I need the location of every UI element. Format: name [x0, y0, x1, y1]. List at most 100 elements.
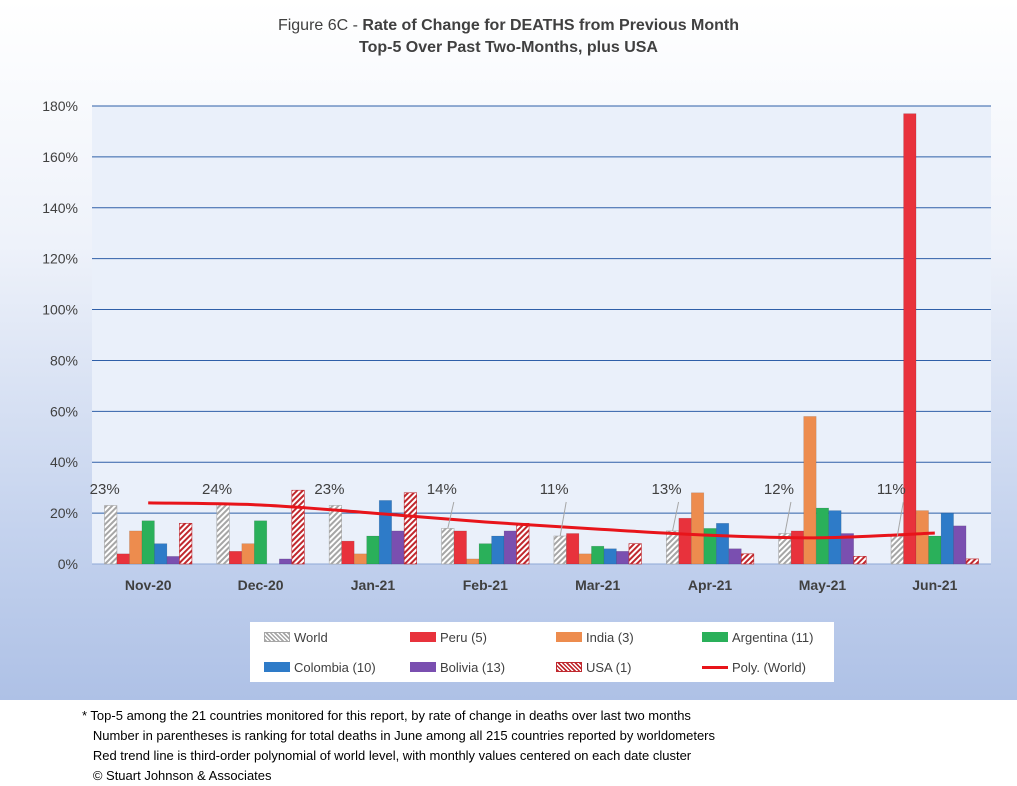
- y-tick-label: 60%: [50, 403, 78, 419]
- data-label-leader: [784, 501, 792, 534]
- legend-item: Poly. (World): [702, 658, 806, 676]
- legend-swatch: [264, 632, 290, 642]
- y-tick-label: 0%: [58, 556, 78, 572]
- data-label-leader: [447, 501, 455, 529]
- bar-usa: [965, 558, 979, 565]
- bar-bolivia: [166, 556, 180, 565]
- bar-colombia: [491, 535, 505, 565]
- data-label: 13%: [652, 481, 682, 498]
- bar-india: [691, 492, 705, 565]
- bar-colombia: [716, 522, 730, 565]
- bar-peru: [790, 530, 804, 565]
- legend-swatch: [264, 662, 290, 672]
- y-tick-label: 20%: [50, 505, 78, 521]
- bar-usa: [179, 522, 193, 565]
- data-label: 23%: [90, 481, 120, 498]
- legend-item: Colombia (10): [264, 658, 376, 676]
- bar-usa: [516, 522, 530, 565]
- legend-label: Poly. (World): [732, 659, 806, 675]
- bar-usa: [741, 553, 755, 565]
- bar-world: [666, 530, 680, 565]
- bar-colombia: [378, 500, 392, 565]
- bar-argentina: [928, 535, 942, 565]
- footnote-line: * Top-5 among the 21 countries monitored…: [82, 708, 691, 723]
- legend-label: India (3): [586, 629, 634, 645]
- bar-world: [553, 535, 567, 565]
- x-tick-label: Jun-21: [912, 577, 957, 593]
- x-tick-label: Dec-20: [238, 577, 284, 593]
- bar-world: [890, 535, 904, 565]
- data-label: 14%: [427, 481, 457, 498]
- data-label: 24%: [202, 481, 232, 498]
- bar-argentina: [815, 507, 829, 565]
- x-tick-label: Nov-20: [125, 577, 172, 593]
- bar-colombia: [940, 512, 954, 565]
- bar-india: [915, 510, 929, 565]
- legend-item: USA (1): [556, 658, 632, 676]
- bar-world: [441, 528, 455, 565]
- legend-label: World: [294, 629, 328, 645]
- legend-item: Bolivia (13): [410, 658, 505, 676]
- bar-bolivia: [953, 525, 967, 565]
- bar-argentina: [141, 520, 155, 565]
- title-subtitle: Top-5 Over Past Two-Months, plus USA: [359, 39, 658, 56]
- bar-chart: 0% 20% 40% 60% 80% 100% 120% 140% 160% 180% Nov-20…: [42, 98, 991, 593]
- plot-area: [92, 106, 991, 564]
- data-label: 11%: [540, 481, 569, 498]
- bar-bolivia: [616, 550, 630, 565]
- legend-item: Argentina (11): [702, 628, 813, 646]
- bar-bolivia: [728, 548, 742, 565]
- legend-label: Colombia (10): [294, 659, 376, 675]
- y-tick-label: 80%: [50, 352, 78, 368]
- data-label-leader: [896, 501, 904, 537]
- bar-world: [216, 502, 230, 565]
- bar-colombia: [603, 548, 617, 565]
- legend-label: Argentina (11): [732, 629, 814, 645]
- bar-world: [328, 505, 342, 565]
- data-label: 11%: [877, 481, 906, 498]
- x-tick-label: May-21: [799, 577, 847, 593]
- legend-swatch: [410, 632, 436, 642]
- trend-line: [148, 501, 935, 540]
- bar-argentina: [254, 520, 268, 565]
- x-tick-label: Apr-21: [688, 577, 733, 593]
- bar-india: [466, 558, 480, 565]
- bar-argentina: [366, 535, 380, 565]
- bar-colombia: [154, 543, 168, 565]
- y-tick-label: 120%: [42, 251, 78, 267]
- bar-usa: [403, 492, 417, 565]
- bar-india: [803, 416, 817, 565]
- legend-item: World: [264, 628, 328, 646]
- y-tick-label: 160%: [42, 149, 78, 165]
- bar-peru: [678, 517, 692, 565]
- y-tick-label: 180%: [42, 98, 78, 114]
- legend-swatch: [556, 632, 582, 642]
- bar-bolivia: [391, 530, 405, 565]
- bar-india: [353, 553, 367, 565]
- y-tick-label: 100%: [42, 302, 78, 318]
- footnote: * Top-5 among the 21 countries monitored…: [82, 706, 715, 786]
- legend-swatch: [702, 632, 728, 642]
- legend-item: India (3): [556, 628, 634, 646]
- bar-peru: [903, 113, 917, 565]
- bar-india: [241, 543, 255, 565]
- y-tick-label: 40%: [50, 454, 78, 470]
- chart-area: Figure 6C - Rate of Change for DEATHS fr…: [0, 0, 1017, 700]
- x-tick-label: Mar-21: [575, 577, 620, 593]
- bar-usa: [291, 489, 305, 565]
- bar-peru: [116, 553, 130, 565]
- bar-argentina: [591, 545, 605, 565]
- bar-peru: [453, 530, 467, 565]
- legend-swatch: [410, 662, 436, 672]
- bar-bolivia: [503, 530, 517, 565]
- bar-usa: [853, 556, 867, 565]
- data-label-leader: [672, 501, 680, 532]
- footnote-line: © Stuart Johnson & Associates: [82, 768, 272, 783]
- bar-india: [578, 553, 592, 565]
- legend-label: Peru (5): [440, 629, 487, 645]
- legend-label: Bolivia (13): [440, 659, 506, 675]
- y-tick-label: 140%: [42, 200, 78, 216]
- legend-line-swatch: [702, 665, 728, 669]
- bar-argentina: [478, 543, 492, 565]
- footnote-line: Number in parentheses is ranking for tot…: [82, 728, 716, 743]
